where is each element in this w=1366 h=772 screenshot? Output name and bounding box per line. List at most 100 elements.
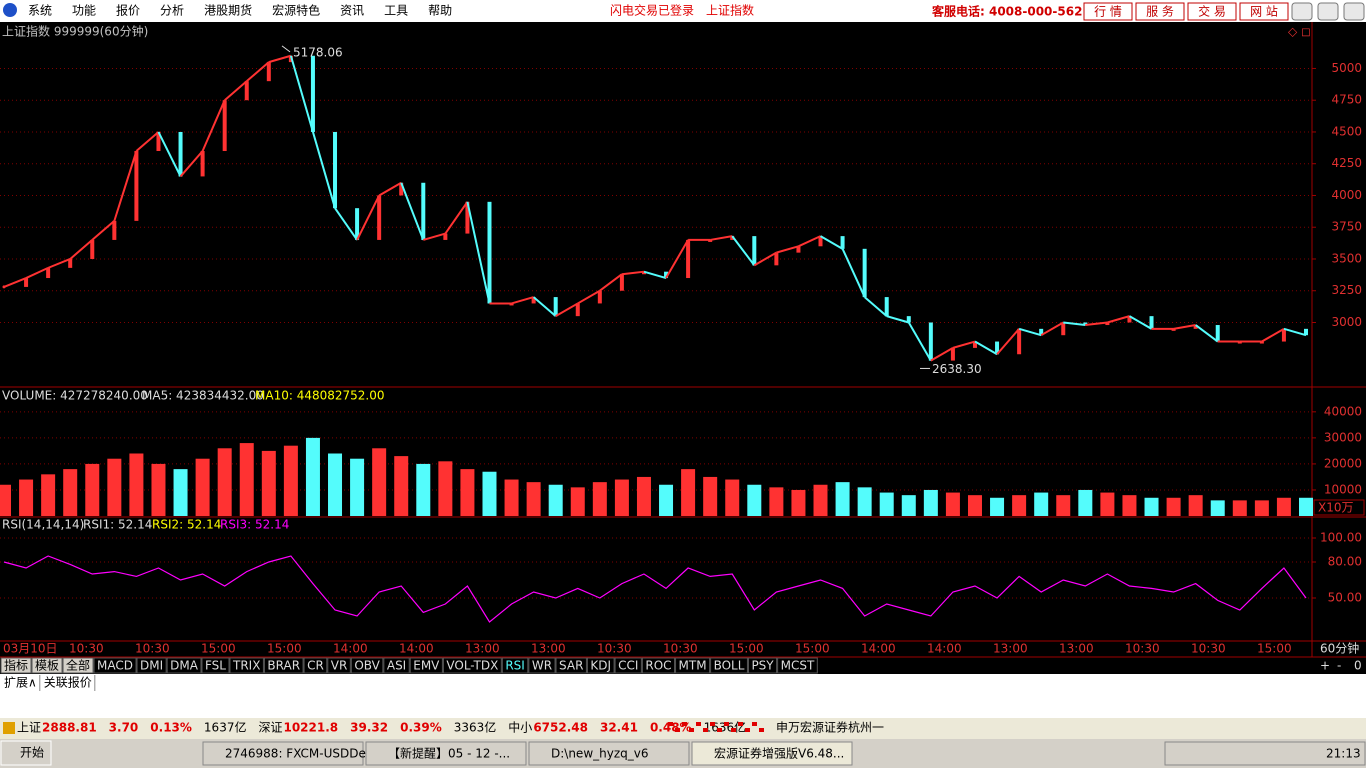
volume-bar bbox=[901, 495, 916, 516]
tab-box[interactable] bbox=[229, 657, 264, 674]
x-tick-label: 10:30 bbox=[69, 642, 104, 656]
window-button[interactable] bbox=[1291, 2, 1313, 21]
panel-header: RSI3: 52.14 bbox=[220, 518, 289, 532]
tab[interactable]: RSI bbox=[505, 659, 525, 673]
tab[interactable]: PSY bbox=[751, 659, 774, 673]
tab-control[interactable]: 0 bbox=[1354, 659, 1362, 673]
tab[interactable]: TRIX bbox=[232, 659, 260, 673]
level-cell bbox=[703, 728, 708, 732]
sub-tab[interactable]: 扩展∧ bbox=[4, 676, 37, 690]
tab[interactable]: MTM bbox=[679, 659, 707, 673]
level-cell bbox=[717, 728, 722, 732]
tab[interactable]: VOL-TDX bbox=[446, 659, 498, 673]
level-cell bbox=[752, 722, 757, 726]
tab[interactable]: WR bbox=[532, 659, 552, 673]
tab-box[interactable] bbox=[31, 657, 63, 674]
tab-box[interactable] bbox=[528, 657, 556, 674]
top-button[interactable] bbox=[1187, 2, 1237, 21]
menu-item[interactable]: 资讯 bbox=[340, 4, 364, 18]
level-cell bbox=[738, 722, 743, 726]
task-button[interactable] bbox=[691, 741, 853, 766]
tab-box[interactable] bbox=[641, 657, 676, 674]
tab[interactable]: SAR bbox=[559, 659, 583, 673]
window-button[interactable] bbox=[1317, 2, 1339, 21]
tab[interactable]: MCST bbox=[781, 659, 815, 673]
menu-item[interactable]: 分析 bbox=[160, 4, 184, 18]
volume-bar bbox=[923, 489, 938, 516]
start-label[interactable]: 开始 bbox=[20, 746, 44, 760]
tab-box[interactable] bbox=[614, 657, 642, 674]
tab-box[interactable] bbox=[62, 657, 94, 674]
task-button[interactable] bbox=[528, 741, 690, 766]
price-segment bbox=[1018, 327, 1042, 337]
sub-tab[interactable]: 关联报价 bbox=[44, 675, 92, 690]
tab[interactable]: 模板 bbox=[35, 659, 59, 673]
tab[interactable]: OBV bbox=[354, 659, 380, 673]
panel-header: MA5: 423834432.00 bbox=[142, 389, 264, 403]
price-segment bbox=[1195, 324, 1219, 343]
menu-item[interactable]: 功能 bbox=[72, 4, 96, 18]
start-button[interactable] bbox=[0, 740, 52, 766]
top-button[interactable] bbox=[1083, 2, 1133, 21]
tab-box[interactable] bbox=[442, 657, 502, 674]
tab-box[interactable] bbox=[586, 657, 615, 674]
tab[interactable]: VR bbox=[331, 659, 348, 673]
volume-bar bbox=[460, 469, 475, 516]
index-pct: 0.13% bbox=[150, 721, 192, 735]
tab-box[interactable] bbox=[136, 657, 167, 674]
tab[interactable]: KDJ bbox=[590, 659, 611, 673]
period-label: 60分钟 bbox=[1320, 641, 1359, 656]
window-button[interactable] bbox=[1343, 2, 1365, 21]
menu-item[interactable]: 报价 bbox=[116, 3, 140, 18]
index-pct: 0.39% bbox=[400, 721, 442, 735]
tab-box[interactable] bbox=[409, 657, 443, 674]
tab[interactable]: CR bbox=[307, 659, 324, 673]
tab-box[interactable] bbox=[327, 657, 351, 674]
top-button[interactable] bbox=[1239, 2, 1289, 21]
tab[interactable]: DMA bbox=[170, 659, 199, 673]
tab-control[interactable]: + bbox=[1320, 659, 1330, 673]
tab[interactable]: BRAR bbox=[267, 659, 300, 673]
tab[interactable]: ASI bbox=[387, 659, 406, 673]
top-button[interactable] bbox=[1135, 2, 1185, 21]
tab-box[interactable] bbox=[303, 657, 328, 674]
candle bbox=[1193, 325, 1198, 329]
tab[interactable]: 指标 bbox=[4, 658, 28, 673]
tab-box[interactable] bbox=[166, 657, 202, 674]
tab[interactable]: BOLL bbox=[714, 659, 745, 673]
tab-box[interactable] bbox=[747, 657, 778, 674]
tab-box[interactable] bbox=[555, 657, 587, 674]
tab-box[interactable] bbox=[710, 657, 748, 674]
price-segment bbox=[511, 296, 534, 305]
price-segment bbox=[886, 315, 910, 324]
menu-item[interactable]: 系统 bbox=[28, 4, 52, 18]
price-segment bbox=[709, 235, 733, 241]
tab-box[interactable] bbox=[350, 657, 384, 674]
tab[interactable]: CCI bbox=[618, 659, 638, 673]
tab-box[interactable] bbox=[501, 657, 529, 674]
volume-bar bbox=[173, 469, 188, 516]
tab[interactable]: ROC bbox=[645, 659, 671, 673]
tab-box[interactable] bbox=[383, 657, 410, 674]
task-button[interactable] bbox=[365, 741, 527, 766]
tab[interactable]: DMI bbox=[140, 659, 163, 673]
menu-item[interactable]: 宏源特色 bbox=[272, 3, 320, 18]
tab-box[interactable] bbox=[0, 657, 32, 674]
tab[interactable]: FSL bbox=[205, 659, 226, 673]
tab-box[interactable] bbox=[777, 657, 818, 674]
tab-box[interactable] bbox=[263, 657, 304, 674]
menu-item[interactable]: 港股期货 bbox=[204, 3, 252, 18]
menu-item[interactable]: 工具 bbox=[384, 4, 408, 18]
task-button[interactable] bbox=[202, 741, 364, 766]
index-value: 2888.81 bbox=[42, 721, 97, 735]
tab-box[interactable] bbox=[93, 657, 137, 674]
tab[interactable]: EMV bbox=[413, 659, 440, 673]
volume-bar bbox=[1210, 500, 1225, 516]
tab-control[interactable]: - bbox=[1337, 659, 1341, 673]
tab[interactable]: MACD bbox=[97, 659, 133, 673]
menu-item[interactable]: 帮助 bbox=[428, 4, 452, 18]
tab-box[interactable] bbox=[675, 657, 711, 674]
candle bbox=[597, 290, 602, 304]
tab-box[interactable] bbox=[201, 657, 230, 674]
tab[interactable]: 全部 bbox=[66, 658, 90, 673]
